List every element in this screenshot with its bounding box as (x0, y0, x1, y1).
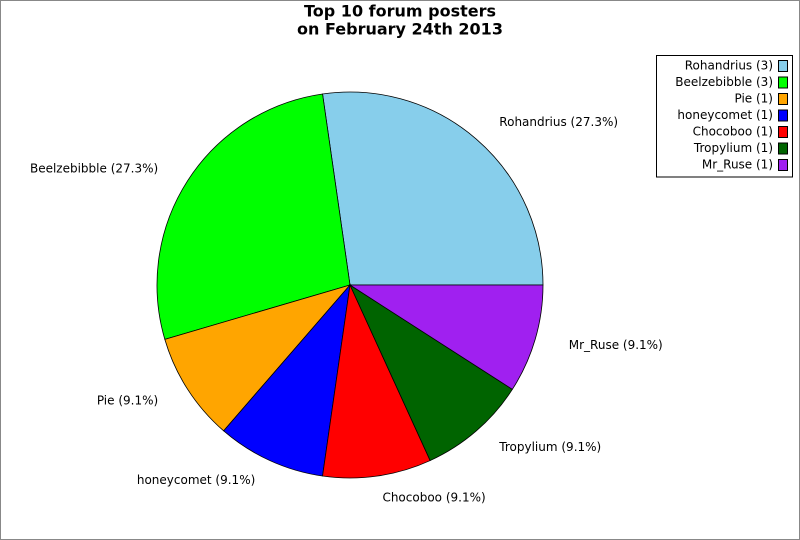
pie-slice (156, 93, 351, 340)
slice-label: Pie (9.1%) (97, 394, 158, 408)
slice-label: Tropylium (9.1%) (498, 440, 601, 454)
slice-label: Chocoboo (9.1%) (382, 490, 485, 504)
legend-label: Mr_Ruse (1) (702, 158, 773, 172)
legend-label: Tropylium (1) (693, 141, 773, 155)
legend-label: Beelzebibble (3) (675, 75, 773, 89)
legend-label: Rohandrius (3) (685, 59, 773, 73)
slice-label: Beelzebibble (27.3%) (30, 161, 158, 175)
legend-swatch (778, 126, 788, 138)
slice-label: Mr_Ruse (9.1%) (569, 338, 663, 352)
legend-swatch (778, 142, 788, 155)
pie-slice (349, 283, 513, 462)
legend-swatch (778, 109, 788, 122)
legend-swatch (778, 93, 788, 105)
pie-slice (348, 284, 544, 390)
chart-title: Top 10 forum posters (304, 2, 496, 21)
pie-slice (322, 91, 544, 286)
pie-slice (164, 284, 352, 432)
chart-title: on February 24th 2013 (297, 20, 503, 39)
legend-swatch (778, 76, 788, 89)
legend-label: honeycomet (1) (677, 108, 773, 122)
legend-label: Pie (1) (734, 92, 773, 106)
legend-label: Chocoboo (1) (693, 125, 773, 139)
pie-slice (322, 283, 431, 479)
slice-label: Rohandrius (27.3%) (499, 115, 618, 129)
legend-swatch (778, 60, 788, 72)
legend-box (656, 55, 793, 178)
legend-swatch (778, 159, 788, 171)
pie-slice (223, 283, 351, 477)
slice-label: honeycomet (9.1%) (137, 473, 255, 487)
